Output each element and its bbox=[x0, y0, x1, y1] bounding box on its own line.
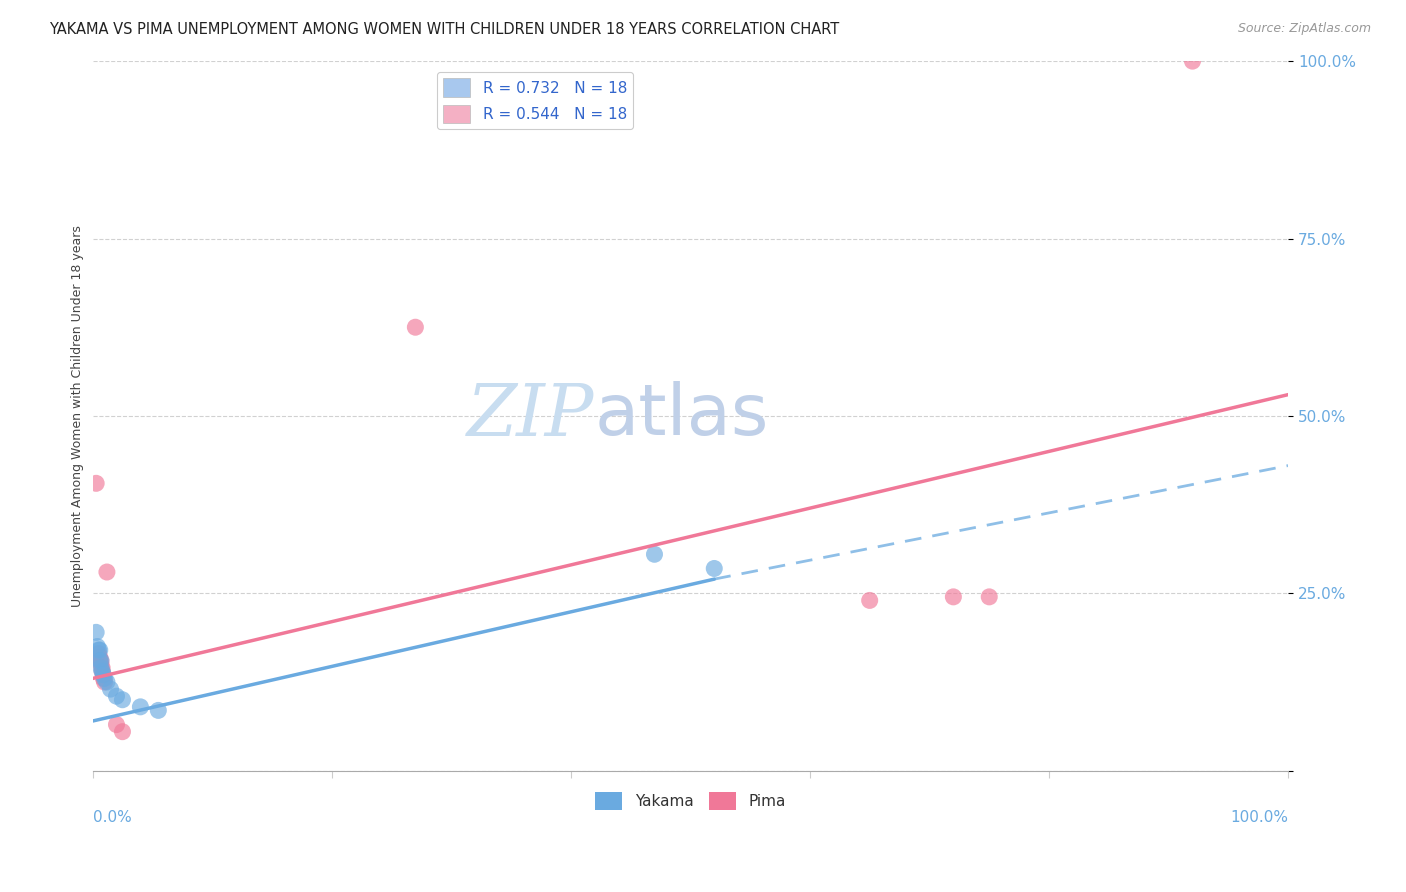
Point bbox=[111, 692, 134, 706]
Point bbox=[89, 643, 111, 657]
Point bbox=[91, 668, 114, 682]
Point bbox=[89, 650, 111, 665]
Point bbox=[93, 672, 115, 686]
Point bbox=[979, 590, 1001, 604]
Point bbox=[111, 724, 134, 739]
Legend: Yakama, Pima: Yakama, Pima bbox=[589, 786, 792, 816]
Text: 0.0%: 0.0% bbox=[93, 810, 131, 825]
Point bbox=[96, 675, 118, 690]
Point bbox=[93, 675, 115, 690]
Point bbox=[84, 476, 107, 491]
Point bbox=[148, 703, 170, 717]
Point bbox=[105, 717, 128, 731]
Point bbox=[86, 640, 108, 654]
Point bbox=[90, 654, 112, 668]
Point bbox=[91, 661, 114, 675]
Point bbox=[89, 654, 111, 668]
Point bbox=[87, 643, 110, 657]
Y-axis label: Unemployment Among Women with Children Under 18 years: Unemployment Among Women with Children U… bbox=[72, 225, 84, 607]
Point bbox=[90, 654, 112, 668]
Text: ZIP: ZIP bbox=[467, 381, 595, 451]
Point bbox=[859, 593, 882, 607]
Point bbox=[90, 661, 112, 675]
Text: Source: ZipAtlas.com: Source: ZipAtlas.com bbox=[1237, 22, 1371, 36]
Point bbox=[129, 699, 152, 714]
Point bbox=[703, 561, 725, 575]
Point bbox=[105, 689, 128, 703]
Text: 100.0%: 100.0% bbox=[1230, 810, 1288, 825]
Point bbox=[100, 682, 122, 697]
Point bbox=[91, 665, 114, 679]
Point bbox=[91, 665, 114, 679]
Text: YAKAMA VS PIMA UNEMPLOYMENT AMONG WOMEN WITH CHILDREN UNDER 18 YEARS CORRELATION: YAKAMA VS PIMA UNEMPLOYMENT AMONG WOMEN … bbox=[49, 22, 839, 37]
Point bbox=[84, 625, 107, 640]
Point bbox=[643, 547, 665, 561]
Point bbox=[942, 590, 965, 604]
Point bbox=[91, 668, 114, 682]
Point bbox=[404, 320, 426, 334]
Point bbox=[96, 565, 118, 579]
Text: atlas: atlas bbox=[595, 382, 769, 450]
Point bbox=[90, 657, 112, 672]
Point bbox=[91, 672, 114, 686]
Point bbox=[87, 647, 110, 661]
Point bbox=[1181, 54, 1204, 69]
